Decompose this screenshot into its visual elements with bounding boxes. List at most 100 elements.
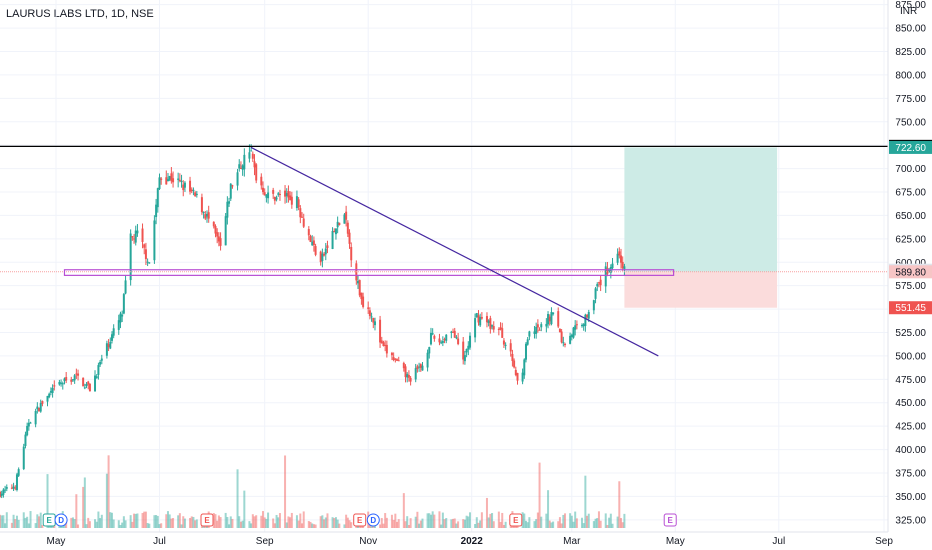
- volume-bar: [396, 521, 399, 528]
- price-tick-label: 650.00: [895, 211, 926, 222]
- candle-body: [5, 487, 8, 489]
- volume-bar: [526, 522, 529, 528]
- volume-bar: [278, 513, 281, 528]
- candle-body: [521, 372, 524, 382]
- candle-body: [2, 489, 5, 495]
- volume-bar: [479, 520, 482, 528]
- support-zone[interactable]: [63, 269, 675, 276]
- candle-body: [604, 266, 607, 287]
- volume-bar: [392, 519, 395, 528]
- candle-body: [190, 189, 193, 192]
- volume-bar: [319, 516, 322, 528]
- candle-body: [287, 191, 290, 198]
- candle-body: [474, 318, 477, 338]
- volume-bar: [455, 523, 458, 528]
- volume-bar: [117, 520, 120, 528]
- candle-body: [396, 359, 399, 361]
- volume-bar: [180, 524, 183, 528]
- volume-bar: [492, 521, 495, 528]
- volume-bar: [97, 511, 100, 528]
- candle-body: [10, 487, 13, 489]
- earnings-marker[interactable]: E: [353, 513, 367, 527]
- candle-body: [119, 313, 122, 323]
- volume-bar: [404, 521, 407, 528]
- volume-bar: [326, 513, 329, 528]
- candle-body: [587, 312, 590, 319]
- candle-body: [569, 335, 572, 344]
- candle-body: [462, 341, 465, 360]
- candle-body: [524, 343, 527, 360]
- earnings-marker[interactable]: E: [663, 513, 677, 527]
- volume-bar: [406, 516, 409, 528]
- price-axis[interactable]: 875.00850.00825.00800.00775.00750.00725.…: [895, 0, 926, 526]
- price-tick-label: 525.00: [895, 328, 926, 339]
- volume-bar: [368, 523, 371, 528]
- volume-bar: [285, 522, 288, 528]
- candle-body: [479, 317, 482, 326]
- price-tick-label: 775.00: [895, 94, 926, 105]
- candle-body: [75, 373, 78, 375]
- candle-body: [178, 179, 181, 182]
- dividend-marker[interactable]: D: [366, 513, 380, 527]
- volume-bar: [73, 518, 76, 528]
- volume-bar: [453, 518, 456, 528]
- dividend-marker[interactable]: D: [54, 513, 68, 527]
- volume-bar: [587, 513, 590, 528]
- candle-body: [107, 344, 110, 347]
- volume-bars: [0, 455, 626, 528]
- marker-label: E: [204, 516, 210, 525]
- candle-body: [146, 261, 149, 263]
- volume-bar: [110, 512, 113, 528]
- candle-body: [39, 403, 42, 412]
- candle-body: [445, 334, 448, 341]
- candle-body: [212, 221, 215, 227]
- price-tick-label: 675.00: [895, 188, 926, 199]
- stop-zone[interactable]: [624, 271, 778, 308]
- chart-title: LAURUS LABS LTD, 1D, NSE: [6, 8, 154, 20]
- volume-bar: [564, 513, 567, 528]
- candle-body: [194, 192, 197, 197]
- volume-bar: [77, 524, 80, 528]
- candle-body: [606, 268, 609, 274]
- time-axis[interactable]: May Jul Sep Nov 2022 Mar May Jul Sep: [47, 536, 894, 547]
- volume-bar: [231, 518, 234, 528]
- volume-bar: [431, 511, 434, 528]
- target-zone[interactable]: [624, 147, 778, 272]
- volume-bar: [10, 522, 13, 528]
- volume-bar: [29, 511, 32, 528]
- volume-bar: [562, 514, 565, 528]
- candle-body: [189, 180, 192, 192]
- volume-bar: [190, 516, 193, 528]
- price-tick-label: 375.00: [895, 468, 926, 479]
- candle-body: [616, 253, 619, 263]
- trendline[interactable]: [250, 146, 659, 357]
- volume-bar: [297, 520, 300, 528]
- volume-bar: [22, 512, 25, 528]
- candle-body: [177, 178, 180, 180]
- candle-body: [122, 294, 125, 314]
- volume-bar: [462, 519, 465, 528]
- earnings-marker[interactable]: E: [42, 513, 56, 527]
- volume-bar: [277, 517, 280, 528]
- candle-body: [267, 192, 270, 199]
- volume-bar: [112, 519, 115, 528]
- candle-body: [345, 211, 348, 220]
- candle-body: [550, 312, 553, 325]
- earnings-marker[interactable]: E: [509, 513, 523, 527]
- candle-body: [428, 347, 431, 354]
- candle-body: [24, 434, 27, 447]
- volume-bar: [594, 518, 597, 528]
- candle-body: [597, 282, 600, 284]
- earnings-marker[interactable]: E: [200, 513, 214, 527]
- drawing-overlays[interactable]: [0, 145, 888, 357]
- candle-body: [46, 395, 49, 402]
- candle-body: [480, 317, 483, 319]
- price-tag-label: 551.45: [895, 303, 926, 314]
- candle-body: [314, 246, 317, 255]
- candle-body: [620, 255, 623, 263]
- volume-bar: [380, 517, 383, 528]
- volume-bar: [433, 514, 436, 528]
- candle-body: [224, 216, 227, 246]
